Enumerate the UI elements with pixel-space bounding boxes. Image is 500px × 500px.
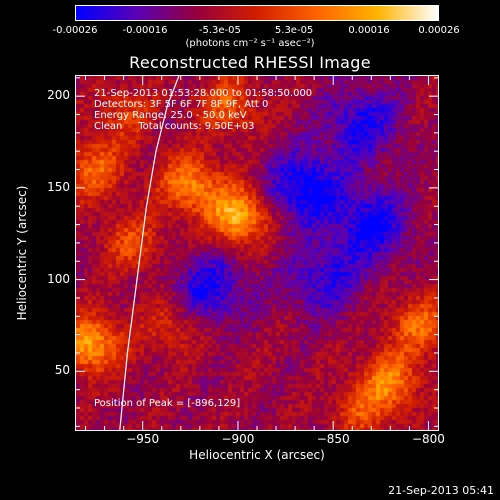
info-energy-range: Energy Range: 25.0 - 50.0 keV [94,110,247,121]
x-tick-label: −800 [411,432,445,446]
footer-timestamp: 21-Sep-2013 05:41 [388,484,494,497]
plot-overlay [76,76,438,430]
info-detectors: Detectors: 3F 5F 6F 7F 8F 9F, Att 0 [94,99,269,110]
colorbar-tick-label: -0.00026 [52,25,98,36]
colorbar-tick-label: 0.00026 [418,25,460,36]
heatmap [76,76,438,430]
y-tick-label: 50 [54,363,70,378]
y-tick-label: 200 [47,88,70,103]
solar-limb-curve [119,76,180,430]
plot-area: 21-Sep-2013 01:53:28.000 to 01:58:50.000… [75,75,439,431]
info-time-range: 21-Sep-2013 01:53:28.000 to 01:58:50.000 [94,88,313,99]
info-clean-counts: Clean Total counts: 9.50E+03 [94,121,255,132]
colorbar [75,5,439,21]
y-tick-label: 150 [47,179,70,194]
y-axis-label: Heliocentric Y (arcsec) [15,185,29,321]
x-tick-label: −950 [126,432,160,446]
colorbar-unit: (photons cm⁻² s⁻¹ asec⁻²) [185,38,315,49]
x-axis-label: Heliocentric X (arcsec) [189,448,325,462]
chart-title: Reconstructed RHESSI Image [129,53,371,72]
x-tick-label: −850 [316,432,350,446]
colorbar-tick-label: 5.3e-05 [274,25,314,36]
x-tick-label: −900 [221,432,255,446]
axis-ticks [76,76,438,430]
info-peak-position: Position of Peak = [-896,129] [94,398,241,409]
colorbar-tick-label: 0.00016 [348,25,390,36]
colorbar-tick-label: -0.00016 [122,25,168,36]
colorbar-tick-label: -5.3e-05 [198,25,241,36]
y-tick-label: 100 [47,271,70,286]
